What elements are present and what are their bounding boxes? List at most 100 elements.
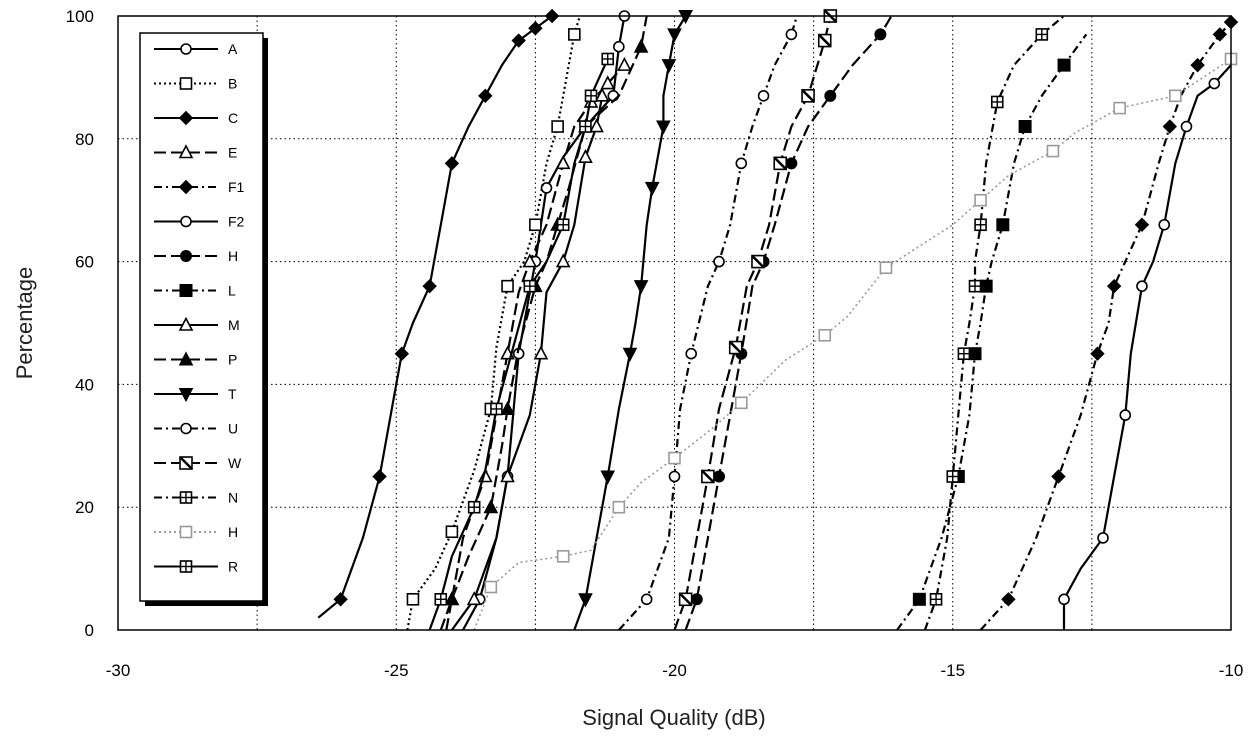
data-point (1169, 89, 1182, 103)
data-point (801, 88, 815, 103)
marker-shape (406, 592, 420, 606)
data-point (879, 261, 893, 275)
data-point (612, 500, 626, 514)
legend-label: A (228, 41, 238, 57)
legend-entry: R (154, 559, 238, 575)
legend-label: B (228, 76, 237, 92)
data-point (600, 75, 616, 90)
legend-marker (178, 388, 194, 403)
legend-entry: C (154, 110, 238, 126)
data-point (478, 88, 493, 104)
data-point (589, 118, 604, 133)
marker-shape (667, 28, 682, 43)
data-point (818, 328, 832, 342)
marker-shape (607, 90, 620, 102)
marker-shape (734, 396, 748, 410)
series-h-14 (473, 52, 1238, 631)
y-tick-label: 20 (75, 498, 94, 517)
data-point (556, 550, 570, 563)
legend-entry: P (154, 351, 237, 368)
data-point (1180, 120, 1193, 133)
marker-shape (633, 280, 649, 295)
data-point (372, 469, 387, 484)
marker-shape (178, 316, 194, 331)
data-point (540, 182, 553, 194)
legend-marker (180, 422, 192, 435)
data-point (757, 90, 770, 102)
marker-shape (1057, 58, 1071, 72)
data-point (394, 346, 410, 361)
legend-marker (178, 179, 194, 195)
marker-shape (1212, 27, 1228, 42)
marker-shape (178, 179, 194, 195)
series-r-15 (428, 52, 615, 631)
data-point (668, 451, 681, 465)
series-a-0 (462, 10, 631, 631)
legend-marker (178, 351, 194, 366)
axis-ticks: -30 -25 -20 -15 -10 0 20 40 60 80 100 (66, 7, 1244, 680)
legend-label: C (228, 110, 238, 126)
data-point (444, 591, 460, 606)
data-point (1208, 77, 1221, 90)
legend-label: E (228, 145, 237, 161)
legend-entry: N (154, 490, 238, 506)
data-point (622, 347, 638, 362)
grid-lines (118, 16, 1231, 630)
marker-shape (728, 340, 743, 355)
marker-shape (824, 89, 837, 102)
data-point (333, 592, 348, 607)
marker-shape (1158, 218, 1171, 231)
marker-shape (1046, 144, 1060, 158)
data-point (467, 500, 481, 514)
data-point (633, 280, 649, 295)
legend-marker (179, 525, 193, 539)
marker-shape (612, 500, 626, 514)
data-point (656, 120, 671, 135)
data-point (678, 592, 693, 607)
series-line (317, 15, 553, 619)
marker-shape (874, 28, 887, 41)
marker-shape (178, 351, 194, 366)
data-point (817, 33, 832, 48)
marker-shape (500, 400, 515, 415)
marker-shape (622, 347, 638, 362)
data-point (957, 347, 971, 361)
data-point (685, 347, 697, 360)
legend-entry: M (154, 316, 240, 333)
marker-shape (668, 451, 681, 465)
marker-shape (501, 279, 514, 293)
series-h-6 (684, 15, 893, 631)
data-point (644, 181, 660, 197)
data-point (483, 499, 499, 514)
data-point (667, 28, 682, 43)
marker-shape (979, 279, 993, 293)
marker-shape (179, 284, 193, 297)
marker-shape (333, 592, 348, 607)
data-point (1136, 280, 1148, 292)
marker-shape (500, 468, 515, 483)
series-layer (317, 8, 1239, 631)
series-w-12 (673, 9, 838, 631)
data-point (501, 279, 514, 293)
marker-shape (178, 388, 194, 403)
data-point (523, 279, 537, 293)
y-axis-title: Percentage (12, 267, 37, 380)
legend-entry: E (154, 144, 237, 161)
legend-label: H (228, 248, 238, 264)
marker-shape (444, 156, 460, 171)
marker-shape (533, 345, 549, 360)
legend-marker (178, 316, 194, 331)
series-n-13 (923, 15, 1065, 631)
data-point (578, 148, 593, 164)
marker-shape (757, 90, 770, 102)
data-point (1090, 346, 1105, 361)
data-point (1162, 119, 1177, 134)
data-point (556, 218, 570, 232)
data-point (968, 279, 982, 293)
data-point (974, 193, 987, 207)
legend-entry: W (154, 455, 242, 471)
legend-marker (179, 560, 193, 573)
marker-shape (817, 33, 832, 48)
data-point (500, 400, 515, 415)
